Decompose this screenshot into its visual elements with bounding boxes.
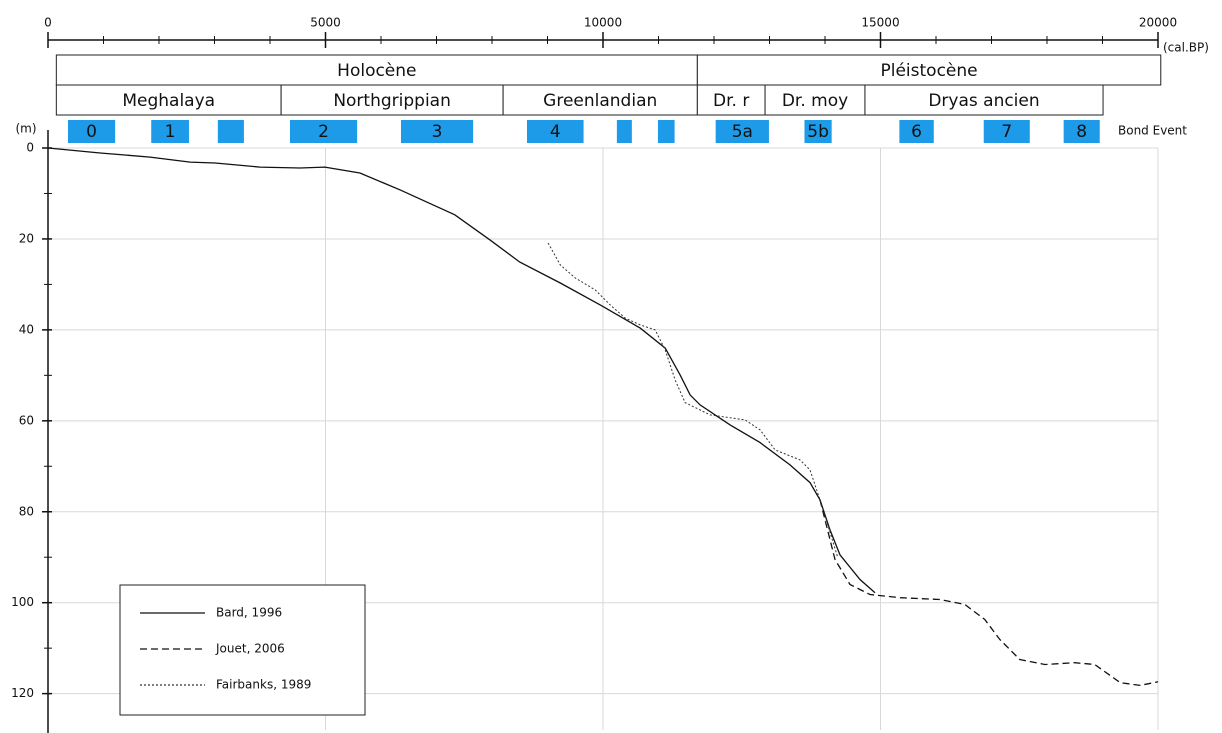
bond-event [67,120,116,143]
series-line [819,499,1159,687]
y-axis-label: (m) [15,122,36,136]
legend-label: Bard, 1996 [216,606,282,620]
bond-event-label: Bond Event [1118,124,1187,138]
period-label: Dr. moy [782,91,848,111]
x-axis-label: (cal.BP) [1163,41,1209,55]
bond-event [899,120,934,143]
bond-event-number: 3 [432,122,443,142]
bond-event [804,120,832,143]
period-label: Dryas ancien [928,91,1039,111]
bond-event-number: 0 [86,122,97,142]
period-label: Greenlandian [543,91,657,111]
series-line [47,147,876,594]
bond-event [400,120,474,143]
period-box [280,84,504,116]
bond-event-number: 6 [911,122,922,142]
legend-box [119,584,366,716]
bond-event-number: 1 [165,122,176,142]
bond-event-number: 8 [1076,122,1087,142]
period-box [864,84,1104,116]
bond-event-number: 4 [550,122,561,142]
x-tick-label: 20000 [1139,16,1177,30]
legend-label: Jouet, 2006 [215,642,285,656]
period-label: Dr. r [713,91,749,111]
y-tick-label: 20 [19,231,34,245]
bond-event [657,120,675,143]
period-label: Holocène [337,61,416,81]
y-tick-label: 60 [19,413,34,427]
bond-event [1063,120,1100,143]
period-label: Meghalaya [122,91,215,111]
period-label: Pléistocène [881,61,978,81]
bond-event [217,120,244,143]
bond-event-number: 5b [807,122,829,142]
x-tick-label: 5000 [310,16,341,30]
bond-event-number: 2 [318,122,329,142]
period-box [764,84,866,116]
y-tick-label: 80 [19,504,34,518]
x-tick-label: 15000 [861,16,899,30]
bond-event [526,120,584,143]
series-line [547,242,839,558]
y-tick-label: 40 [19,322,34,336]
bond-event [983,120,1030,143]
y-tick-label: 100 [11,595,34,609]
bond-event [151,120,189,143]
legend-label: Fairbanks, 1989 [216,678,311,692]
x-tick-label: 0 [44,16,52,30]
period-box [696,54,1162,86]
bond-event-number: 7 [1001,122,1012,142]
bond-event [715,120,769,143]
bond-event-number: 5a [732,122,753,142]
y-tick-label: 120 [11,686,34,700]
x-tick-label: 10000 [584,16,622,30]
bond-event [289,120,358,143]
bond-event [616,120,632,143]
period-label: Northgrippian [333,91,451,111]
period-box [696,84,766,116]
y-tick-label: 0 [26,141,34,155]
